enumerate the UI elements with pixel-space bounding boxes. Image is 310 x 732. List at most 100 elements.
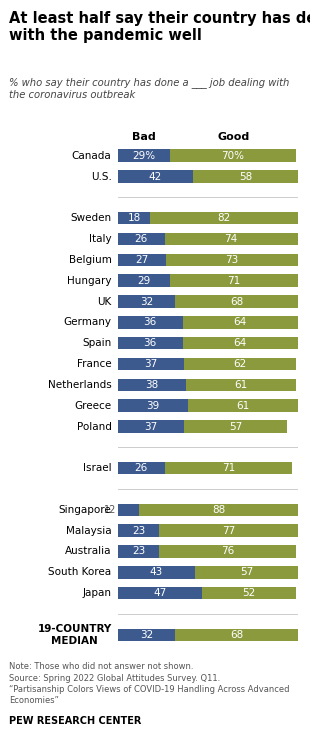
Text: Germany: Germany (64, 318, 112, 327)
Bar (186, 378, 296, 391)
Text: France: France (77, 359, 112, 369)
Bar (118, 295, 175, 307)
Text: 26: 26 (135, 463, 148, 473)
Bar (118, 171, 193, 183)
Text: 32: 32 (140, 630, 153, 640)
Text: 64: 64 (233, 318, 247, 327)
Text: Hungary: Hungary (67, 276, 112, 285)
Text: PEW RESEARCH CENTER: PEW RESEARCH CENTER (9, 716, 142, 726)
Bar (118, 504, 140, 516)
Text: Note: Those who did not answer not shown.
Source: Spring 2022 Global Attitudes S: Note: Those who did not answer not shown… (9, 662, 290, 705)
Bar (188, 400, 298, 412)
Text: 70%: 70% (221, 151, 244, 161)
Bar (118, 212, 150, 225)
Text: 62: 62 (233, 359, 247, 369)
Text: 29: 29 (137, 276, 150, 285)
Text: 76: 76 (221, 547, 234, 556)
Text: Belgium: Belgium (69, 255, 112, 265)
Bar (170, 274, 298, 287)
Text: 43: 43 (150, 567, 163, 578)
Bar (184, 420, 287, 433)
Text: At least half say their country has dealt
with the pandemic well: At least half say their country has deal… (9, 11, 310, 43)
Text: 57: 57 (229, 422, 242, 432)
Text: 77: 77 (222, 526, 235, 536)
Text: 68: 68 (230, 296, 243, 307)
Bar (193, 171, 298, 183)
Bar (150, 212, 298, 225)
Text: Malaysia: Malaysia (66, 526, 112, 536)
Text: Australia: Australia (65, 547, 112, 556)
Text: 73: 73 (225, 255, 239, 265)
Text: Singapore: Singapore (59, 505, 112, 515)
Bar (118, 587, 202, 600)
Bar (175, 629, 298, 641)
Text: Good: Good (218, 132, 250, 142)
Text: Bad: Bad (132, 132, 156, 142)
Text: 68: 68 (230, 630, 243, 640)
Text: 42: 42 (149, 171, 162, 182)
Bar (118, 400, 188, 412)
Bar (175, 295, 298, 307)
Text: 32: 32 (140, 296, 153, 307)
Bar (184, 358, 296, 370)
Bar (159, 524, 298, 537)
Text: 74: 74 (224, 234, 238, 244)
Bar (118, 566, 195, 578)
Bar (183, 337, 298, 349)
Bar (118, 524, 159, 537)
Bar (118, 254, 166, 266)
Text: 82: 82 (217, 213, 231, 223)
Text: 52: 52 (242, 588, 256, 598)
Text: 88: 88 (212, 505, 225, 515)
Text: Netherlands: Netherlands (48, 380, 112, 390)
Bar (118, 274, 170, 287)
Text: 71: 71 (222, 463, 235, 473)
Bar (183, 316, 298, 329)
Bar (118, 378, 186, 391)
Text: 58: 58 (239, 171, 252, 182)
Text: 61: 61 (236, 400, 249, 411)
Bar (118, 358, 184, 370)
Text: 37: 37 (144, 359, 158, 369)
Text: 23: 23 (132, 547, 145, 556)
Text: 36: 36 (144, 338, 157, 348)
Text: 27: 27 (135, 255, 149, 265)
Text: 64: 64 (233, 338, 247, 348)
Text: South Korea: South Korea (48, 567, 112, 578)
Text: 26: 26 (135, 234, 148, 244)
Bar (159, 545, 296, 558)
Text: 47: 47 (153, 588, 167, 598)
Bar (166, 254, 298, 266)
Bar (118, 316, 183, 329)
Bar (165, 233, 298, 245)
Text: Sweden: Sweden (70, 213, 112, 223)
Text: 12: 12 (104, 505, 116, 515)
Bar (118, 629, 175, 641)
Bar (118, 337, 183, 349)
Bar (118, 233, 165, 245)
Bar (118, 462, 165, 474)
Bar (118, 149, 170, 162)
Bar (118, 545, 159, 558)
Bar (195, 566, 298, 578)
Text: U.S.: U.S. (91, 171, 112, 182)
Text: 57: 57 (240, 567, 253, 578)
Text: 29%: 29% (132, 151, 155, 161)
Text: Israel: Israel (83, 463, 112, 473)
Text: 39: 39 (146, 400, 159, 411)
Text: 37: 37 (144, 422, 158, 432)
Text: 38: 38 (145, 380, 159, 390)
Text: Poland: Poland (77, 422, 112, 432)
Text: % who say their country has done a ___ job dealing with
the coronavirus outbreak: % who say their country has done a ___ j… (9, 77, 290, 100)
Text: 36: 36 (144, 318, 157, 327)
Text: 71: 71 (227, 276, 240, 285)
Text: Greece: Greece (74, 400, 112, 411)
Text: 18: 18 (127, 213, 141, 223)
Text: 23: 23 (132, 526, 145, 536)
Text: Italy: Italy (89, 234, 112, 244)
Bar (118, 420, 184, 433)
Bar (165, 462, 292, 474)
Bar (202, 587, 296, 600)
Bar (140, 504, 298, 516)
Bar (170, 149, 296, 162)
